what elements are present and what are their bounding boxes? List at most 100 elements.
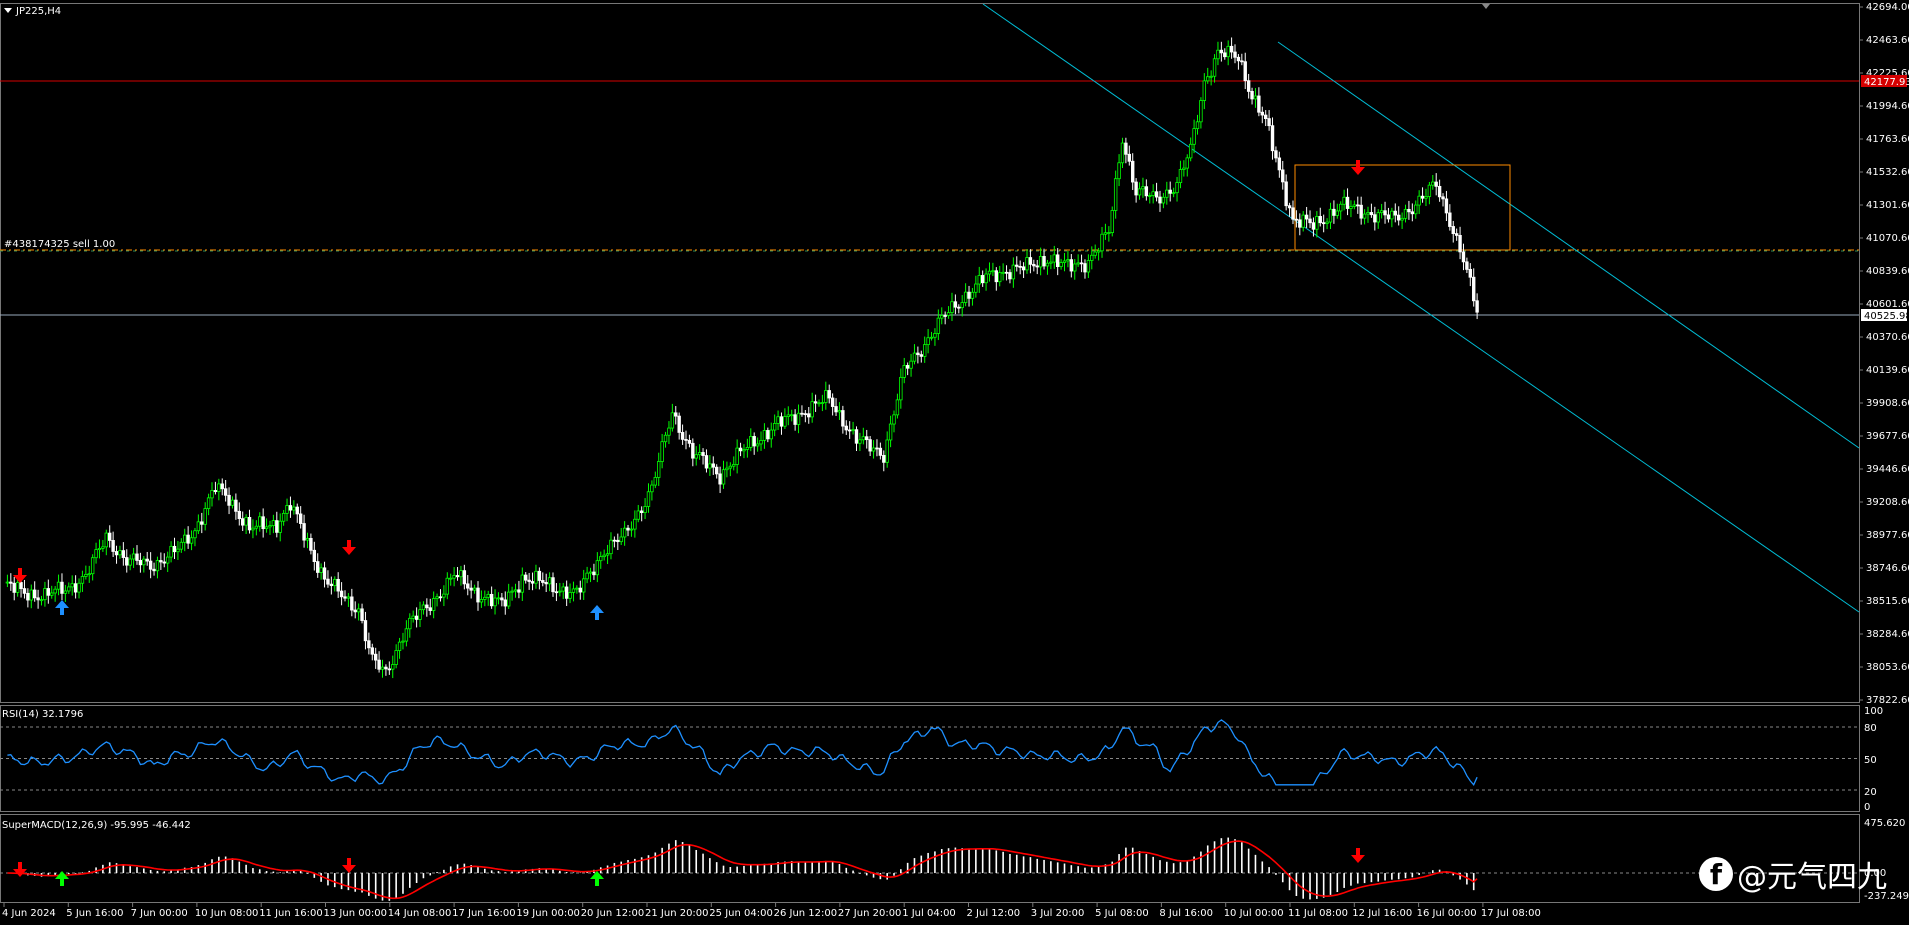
candle-body xyxy=(1165,189,1169,198)
candle-body xyxy=(5,581,10,584)
candle-body xyxy=(513,589,518,592)
candle-body xyxy=(288,505,293,511)
symbol-dropdown-icon[interactable] xyxy=(4,8,12,13)
candle-body xyxy=(210,490,214,499)
candle-body xyxy=(148,560,153,570)
time-axis-label: 27 Jun 20:00 xyxy=(838,908,902,919)
macd-sell-arrow-icon xyxy=(13,862,27,877)
candle-body xyxy=(667,427,671,436)
channel-lower-line[interactable] xyxy=(982,3,1860,613)
candle-body xyxy=(70,583,74,588)
candle-body xyxy=(1407,208,1411,213)
time-axis-label: 12 Jul 16:00 xyxy=(1352,908,1412,919)
candle-body xyxy=(234,499,238,512)
candle-body xyxy=(1062,260,1067,263)
time-axis-label: 19 Jun 00:00 xyxy=(516,908,580,919)
candle-body xyxy=(537,570,542,581)
candle-body xyxy=(558,590,562,593)
candle-body xyxy=(592,571,596,576)
candle-body xyxy=(1291,207,1295,220)
candle-body xyxy=(1103,232,1108,235)
candle-body xyxy=(847,429,852,432)
candle-body xyxy=(431,598,436,611)
candle-body xyxy=(237,510,241,520)
candle-body xyxy=(527,579,531,582)
candle-body xyxy=(1444,198,1449,214)
order-label[interactable]: #438174325 sell 1.00 xyxy=(4,239,115,250)
candle-body xyxy=(619,536,623,543)
candle-body xyxy=(84,574,88,577)
candle-body xyxy=(179,541,184,550)
time-axis-label: 25 Jun 04:00 xyxy=(709,908,773,919)
candle-body xyxy=(1448,212,1452,227)
candle-body xyxy=(919,354,923,357)
consolidation-box[interactable] xyxy=(1294,164,1511,251)
chart-shift-marker-icon[interactable] xyxy=(1482,4,1490,9)
time-axis-label: 10 Jul 00:00 xyxy=(1224,908,1284,919)
price-axis-label: 42694.00 xyxy=(1866,2,1909,13)
candle-body xyxy=(776,416,780,424)
candle-body xyxy=(1318,216,1322,224)
candle-body xyxy=(1441,196,1445,200)
candle-body xyxy=(285,505,289,514)
macd-pane[interactable] xyxy=(0,814,1860,903)
candle-body xyxy=(1359,204,1363,219)
candle-body xyxy=(1049,261,1053,264)
candle-body xyxy=(670,412,675,429)
candle-body xyxy=(172,545,177,553)
current-price-tag xyxy=(1861,309,1907,321)
candle-body xyxy=(1233,51,1237,58)
candle-body xyxy=(493,597,497,607)
price-axis-label: 41301.60 xyxy=(1866,200,1909,211)
channel-upper-line[interactable] xyxy=(1277,41,1860,449)
candle-body xyxy=(73,583,78,593)
candle-body xyxy=(674,412,678,417)
price-pane[interactable] xyxy=(0,3,1860,703)
candle-body xyxy=(1011,264,1016,280)
candle-body xyxy=(1045,262,1050,267)
candle-body xyxy=(554,591,559,594)
candle-body xyxy=(1113,178,1118,211)
candle-body xyxy=(1042,256,1046,267)
candle-body xyxy=(1342,196,1346,205)
candle-body xyxy=(588,571,593,574)
candle-body xyxy=(1055,254,1060,268)
candle-body xyxy=(861,436,866,441)
candle-body xyxy=(970,291,975,299)
candle-body xyxy=(721,469,726,485)
candle-body xyxy=(1339,203,1343,212)
candle-body xyxy=(1052,254,1056,263)
candle-body xyxy=(1178,169,1183,183)
candle-body xyxy=(762,430,767,441)
candle-body xyxy=(476,587,480,603)
candle-body xyxy=(766,430,770,440)
candle-body xyxy=(281,512,286,522)
candle-body xyxy=(800,412,804,415)
candle-body xyxy=(1260,111,1264,116)
candle-body xyxy=(186,534,190,544)
price-axis-label: 39208.60 xyxy=(1866,497,1909,508)
candle-body xyxy=(1383,210,1387,216)
candle-body xyxy=(489,593,494,607)
candle-body xyxy=(1124,142,1128,155)
candle-body xyxy=(547,577,552,585)
candle-body xyxy=(1345,196,1350,209)
candle-body xyxy=(575,587,579,590)
candle-body xyxy=(32,589,37,599)
candle-body xyxy=(779,416,784,427)
candle-body xyxy=(449,577,453,580)
candle-body xyxy=(404,628,409,642)
candle-body xyxy=(551,577,555,593)
candle-body xyxy=(138,560,143,566)
macd-label: SuperMACD(12,26,9) -95.995 -46.442 xyxy=(2,820,191,831)
candle-body xyxy=(725,467,729,471)
price-axis-label: 37822.60 xyxy=(1866,695,1909,706)
candle-body xyxy=(1093,251,1097,256)
candle-body xyxy=(377,659,381,670)
candle-body xyxy=(517,589,521,593)
candle-body xyxy=(790,414,794,417)
candle-body xyxy=(213,490,218,493)
candle-body xyxy=(888,423,893,441)
candle-body xyxy=(258,516,262,527)
